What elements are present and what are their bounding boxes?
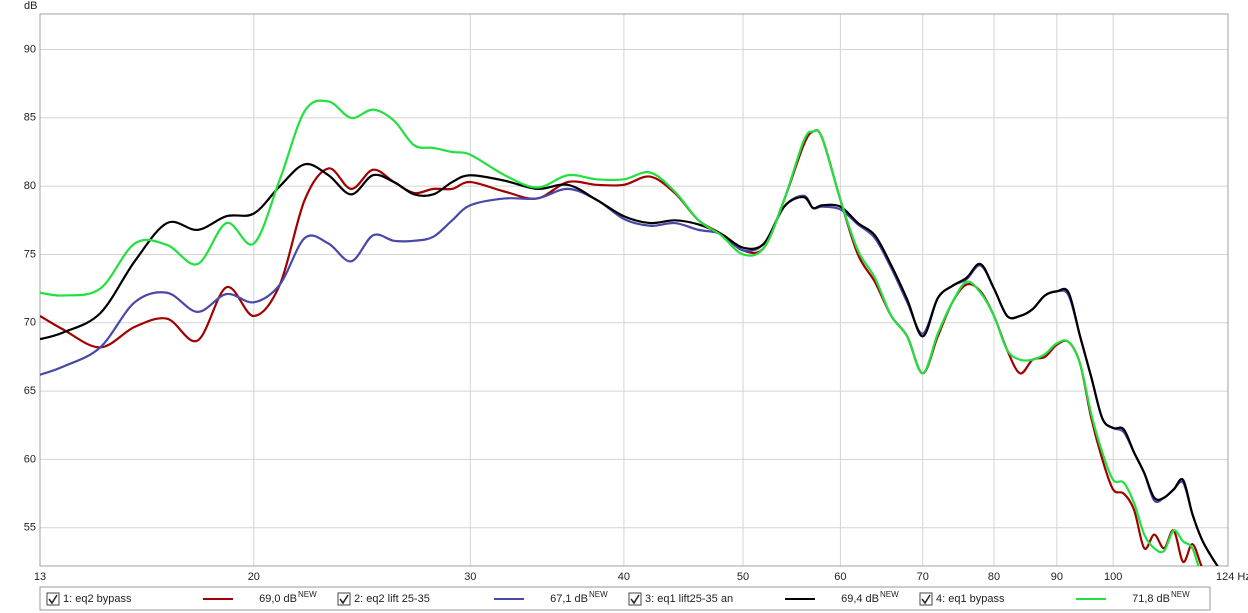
y-tick-label: 60 xyxy=(24,453,36,465)
y-tick-label: 80 xyxy=(24,180,36,192)
legend-value: 71,8 dB xyxy=(1132,593,1170,605)
legend-label: 2: eq2 lift 25-35 xyxy=(354,593,430,605)
legend-badge: NEW xyxy=(298,590,317,599)
x-tick-label: 50 xyxy=(737,571,749,583)
legend-checkbox[interactable] xyxy=(337,592,351,606)
y-tick-label: 70 xyxy=(24,317,36,329)
legend-checkmark xyxy=(630,594,640,605)
y-tick-label: 55 xyxy=(24,522,36,534)
legend-checkmark xyxy=(339,594,349,605)
legend-label: 4: eq1 bypass xyxy=(936,593,1005,605)
plot-frame xyxy=(39,13,1229,567)
legend-items: 1: eq2 bypass 69,0 dB NEW 2: eq2 lift 25-35… xyxy=(46,590,1190,606)
x-tick-label: 13 xyxy=(34,571,46,583)
x-tick-label: 90 xyxy=(1051,571,1063,583)
y-axis-label: dB xyxy=(24,0,37,12)
x-tick-label: 30 xyxy=(464,571,476,583)
series-line xyxy=(40,99,1200,566)
x-tick-label: 40 xyxy=(618,571,630,583)
legend-badge: NEW xyxy=(589,590,608,599)
legend-checkbox[interactable] xyxy=(46,592,60,606)
y-tick-label: 65 xyxy=(24,385,36,397)
legend-checkmark xyxy=(921,594,931,605)
legend-label: 1: eq2 bypass xyxy=(63,593,132,605)
x-tick-label: 124 Hz xyxy=(1216,571,1248,583)
legend-value: 69,0 dB xyxy=(259,593,297,605)
legend-checkbox[interactable] xyxy=(628,592,642,606)
legend-checkmark xyxy=(48,594,58,605)
legend-value: 67,1 dB xyxy=(550,593,588,605)
legend-badge: NEW xyxy=(1171,590,1190,599)
x-tick-label: 70 xyxy=(917,571,929,583)
legend-checkbox[interactable] xyxy=(919,592,933,606)
x-tick-label: 20 xyxy=(248,571,260,583)
legend-label: 3: eq1 lift25-35 an xyxy=(645,593,733,605)
legend-badge: NEW xyxy=(880,590,899,599)
y-tick-label: 90 xyxy=(24,43,36,55)
x-tick-label: 80 xyxy=(988,571,1000,583)
x-tick-label: 60 xyxy=(834,571,846,583)
y-tick-label: 75 xyxy=(24,248,36,260)
y-tick-label: 85 xyxy=(24,112,36,124)
x-tick-label: 100 xyxy=(1104,571,1122,583)
legend-value: 69,4 dB xyxy=(841,593,879,605)
plot-lines xyxy=(40,99,1219,566)
legend xyxy=(39,586,1211,611)
series-line xyxy=(40,162,1219,566)
